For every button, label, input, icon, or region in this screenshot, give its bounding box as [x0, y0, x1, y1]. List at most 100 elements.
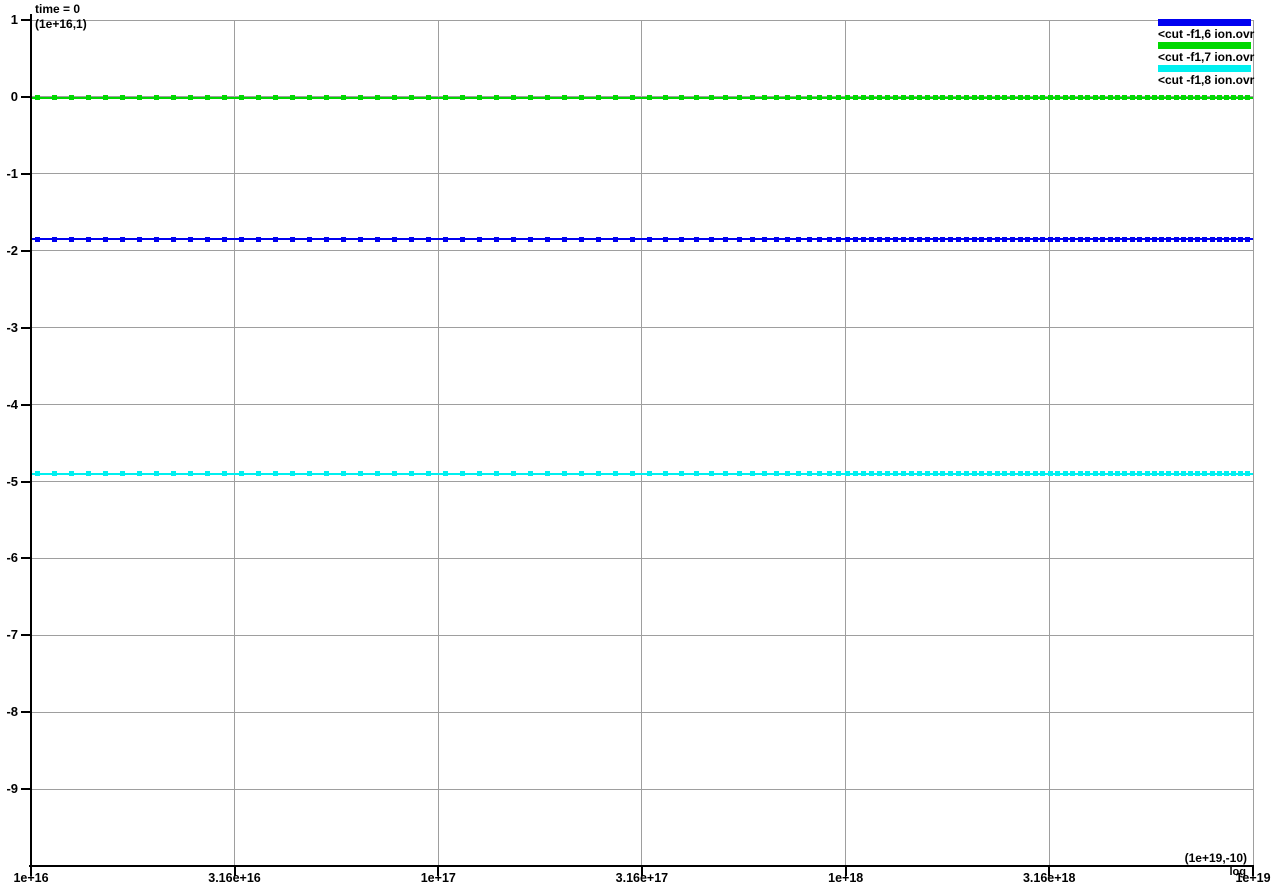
series-marker-f1_7: [709, 95, 715, 101]
series-marker-f1_8: [971, 471, 977, 477]
series-marker-f1_6: [612, 236, 618, 242]
series-marker-f1_6: [948, 236, 954, 242]
y-tick: [21, 403, 30, 406]
series-marker-f1_8: [893, 471, 899, 477]
series-marker-f1_6: [170, 236, 176, 242]
series-marker-f1_7: [916, 95, 922, 101]
series-marker-f1_6: [1025, 236, 1031, 242]
y-tick-label: -4: [6, 396, 18, 412]
series-marker-f1_7: [1002, 95, 1008, 101]
series-marker-f1_6: [994, 236, 1000, 242]
series-marker-f1_6: [255, 236, 261, 242]
series-marker-f1_6: [709, 236, 715, 242]
series-marker-f1_7: [1129, 95, 1135, 101]
series-marker-f1_8: [374, 471, 380, 477]
series-marker-f1_7: [1122, 95, 1128, 101]
series-marker-f1_7: [1032, 95, 1038, 101]
series-marker-f1_7: [773, 95, 779, 101]
series-marker-f1_7: [68, 95, 74, 101]
series-marker-f1_6: [646, 236, 652, 242]
series-marker-f1_7: [34, 95, 40, 101]
series-marker-f1_8: [749, 471, 755, 477]
series-marker-f1_6: [119, 236, 125, 242]
y-tick-label: -6: [6, 550, 18, 566]
series-marker-f1_8: [170, 471, 176, 477]
series-marker-f1_8: [1216, 471, 1222, 477]
series-marker-f1_6: [1107, 236, 1113, 242]
series-marker-f1_7: [893, 95, 899, 101]
series-marker-f1_7: [853, 95, 859, 101]
series-marker-f1_8: [709, 471, 715, 477]
y-tick-label: 0: [10, 88, 18, 104]
series-marker-f1_7: [510, 95, 516, 101]
series-marker-f1_7: [272, 95, 278, 101]
series-marker-f1_6: [816, 236, 822, 242]
series-marker-f1_7: [785, 95, 791, 101]
series-marker-f1_7: [1209, 95, 1215, 101]
series-marker-f1_8: [1107, 471, 1113, 477]
series-marker-f1_6: [1230, 236, 1236, 242]
series-marker-f1_7: [340, 95, 346, 101]
series-marker-f1_7: [459, 95, 465, 101]
series-marker-f1_6: [1195, 236, 1201, 242]
series-marker-f1_7: [1115, 95, 1121, 101]
series-marker-f1_7: [425, 95, 431, 101]
series-marker-f1_6: [595, 236, 601, 242]
series-marker-f1_8: [153, 471, 159, 477]
series-marker-f1_7: [901, 95, 907, 101]
series-marker-f1_6: [1216, 236, 1222, 242]
series-marker-f1_6: [1077, 236, 1083, 242]
series-marker-f1_7: [971, 95, 977, 101]
series-marker-f1_8: [1040, 471, 1046, 477]
series-marker-f1_6: [796, 236, 802, 242]
y-tick: [21, 557, 30, 560]
series-marker-f1_7: [561, 95, 567, 101]
series-marker-f1_8: [679, 471, 685, 477]
series-marker-f1_6: [85, 236, 91, 242]
series-marker-f1_7: [1070, 95, 1076, 101]
series-marker-f1_8: [238, 471, 244, 477]
series-marker-f1_7: [924, 95, 930, 101]
series-marker-f1_7: [877, 95, 883, 101]
series-marker-f1_8: [1129, 471, 1135, 477]
series-marker-f1_8: [1223, 471, 1229, 477]
series-marker-f1_6: [425, 236, 431, 242]
series-marker-f1_8: [255, 471, 261, 477]
series-marker-f1_6: [374, 236, 380, 242]
series-marker-f1_7: [170, 95, 176, 101]
series-marker-f1_7: [1085, 95, 1091, 101]
series-marker-f1_6: [1245, 236, 1251, 242]
series-marker-f1_8: [1017, 471, 1023, 477]
series-marker-f1_8: [816, 471, 822, 477]
series-marker-f1_8: [510, 471, 516, 477]
y-tick-label: -7: [6, 627, 18, 643]
series-marker-f1_8: [1092, 471, 1098, 477]
series-marker-f1_7: [861, 95, 867, 101]
y-tick-label: -5: [6, 473, 18, 489]
y-tick: [21, 711, 30, 714]
series-marker-f1_6: [1238, 236, 1243, 242]
series-marker-f1_6: [901, 236, 907, 242]
x-tick-label: 1e+16: [13, 871, 49, 885]
series-marker-f1_7: [1216, 95, 1222, 101]
series-marker-f1_6: [1202, 236, 1208, 242]
series-marker-f1_8: [663, 471, 669, 477]
series-marker-f1_7: [694, 95, 700, 101]
series-marker-f1_7: [51, 95, 57, 101]
series-marker-f1_6: [1144, 236, 1150, 242]
series-marker-f1_7: [119, 95, 125, 101]
series-marker-f1_6: [916, 236, 922, 242]
series-line-f1_8: [31, 472, 1253, 475]
top-left-coordinate-label: (1e+16,1): [35, 17, 87, 31]
series-marker-f1_7: [679, 95, 685, 101]
y-tick-label: -8: [6, 704, 18, 720]
series-marker-f1_8: [909, 471, 914, 477]
series-marker-f1_6: [893, 236, 899, 242]
series-marker-f1_8: [85, 471, 91, 477]
v-gridline: [437, 20, 439, 866]
series-marker-f1_8: [986, 471, 992, 477]
series-marker-f1_8: [51, 471, 57, 477]
series-marker-f1_7: [1062, 95, 1068, 101]
series-marker-f1_6: [51, 236, 57, 242]
series-marker-f1_8: [901, 471, 907, 477]
